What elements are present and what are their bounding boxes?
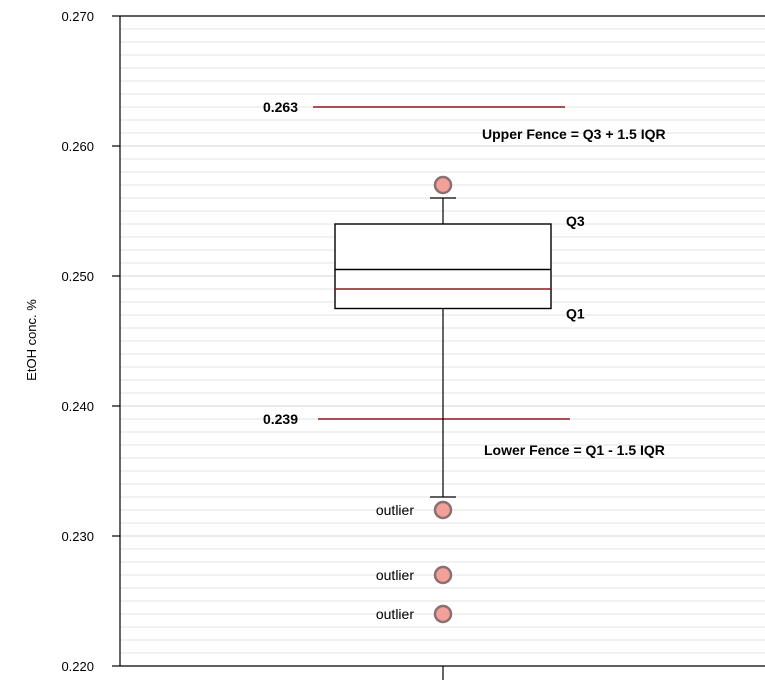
outliers: outlier outlier outlier: [376, 175, 453, 624]
y-tick-label: 0.270: [61, 9, 94, 24]
y-tick-label: 0.260: [61, 139, 94, 154]
iqr-box: [334, 223, 552, 310]
y-tick-label: 0.250: [61, 269, 94, 284]
y-ticks: 0.220 0.230 0.240 0.250 0.260 0.270: [61, 9, 120, 674]
box-plot: Q3 Q1: [334, 197, 585, 498]
upper-fence-value-label: 0.263: [263, 99, 298, 115]
upper-fence-label: Upper Fence = Q3 + 1.5 IQR: [482, 126, 666, 142]
lower-fence-label: Lower Fence = Q1 - 1.5 IQR: [484, 442, 665, 458]
outlier-label: outlier: [376, 567, 414, 583]
outlier-point: [433, 604, 453, 624]
y-tick-label: 0.240: [61, 399, 94, 414]
lower-fence-value-label: 0.239: [263, 411, 298, 427]
outlier-point: [433, 175, 453, 195]
outlier-label: outlier: [376, 606, 414, 622]
q3-label: Q3: [566, 213, 585, 229]
outlier-point: [433, 500, 453, 520]
axes: [119, 15, 765, 680]
y-axis-label: EtOH conc. %: [24, 299, 39, 381]
outlier-point: [433, 565, 453, 585]
outlier-label: outlier: [376, 502, 414, 518]
y-tick-label: 0.220: [61, 659, 94, 674]
y-tick-label: 0.230: [61, 529, 94, 544]
fences: 0.263 Upper Fence = Q3 + 1.5 IQR 0.239 Lowe…: [263, 99, 666, 458]
q1-label: Q1: [566, 306, 585, 322]
